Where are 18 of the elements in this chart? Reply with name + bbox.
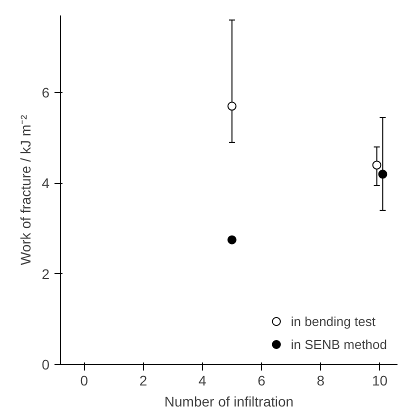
x-tick-label: 0 (80, 372, 88, 388)
point (372, 160, 382, 170)
x-tick-label: 4 (198, 372, 206, 388)
y-tick-label: 4 (42, 175, 50, 192)
y-tick-label: 0 (42, 356, 50, 372)
x-tick-label: 2 (139, 372, 148, 388)
point (227, 102, 236, 111)
y-axis-title: Work of fracture / kJ m⁻² (18, 114, 34, 266)
point (227, 235, 236, 244)
point (378, 170, 388, 179)
legend-label: in bending test (290, 314, 376, 328)
y-tick-label: 6 (42, 84, 50, 101)
y-tick-label: 2 (42, 266, 50, 282)
legend-label: in SENB method (290, 336, 387, 352)
x-axis-title: Number of infiltration (164, 394, 294, 410)
x-tick-label: 10 (372, 372, 388, 388)
x-tick-label: 8 (316, 372, 325, 388)
x-tick-label: 6 (258, 372, 266, 388)
